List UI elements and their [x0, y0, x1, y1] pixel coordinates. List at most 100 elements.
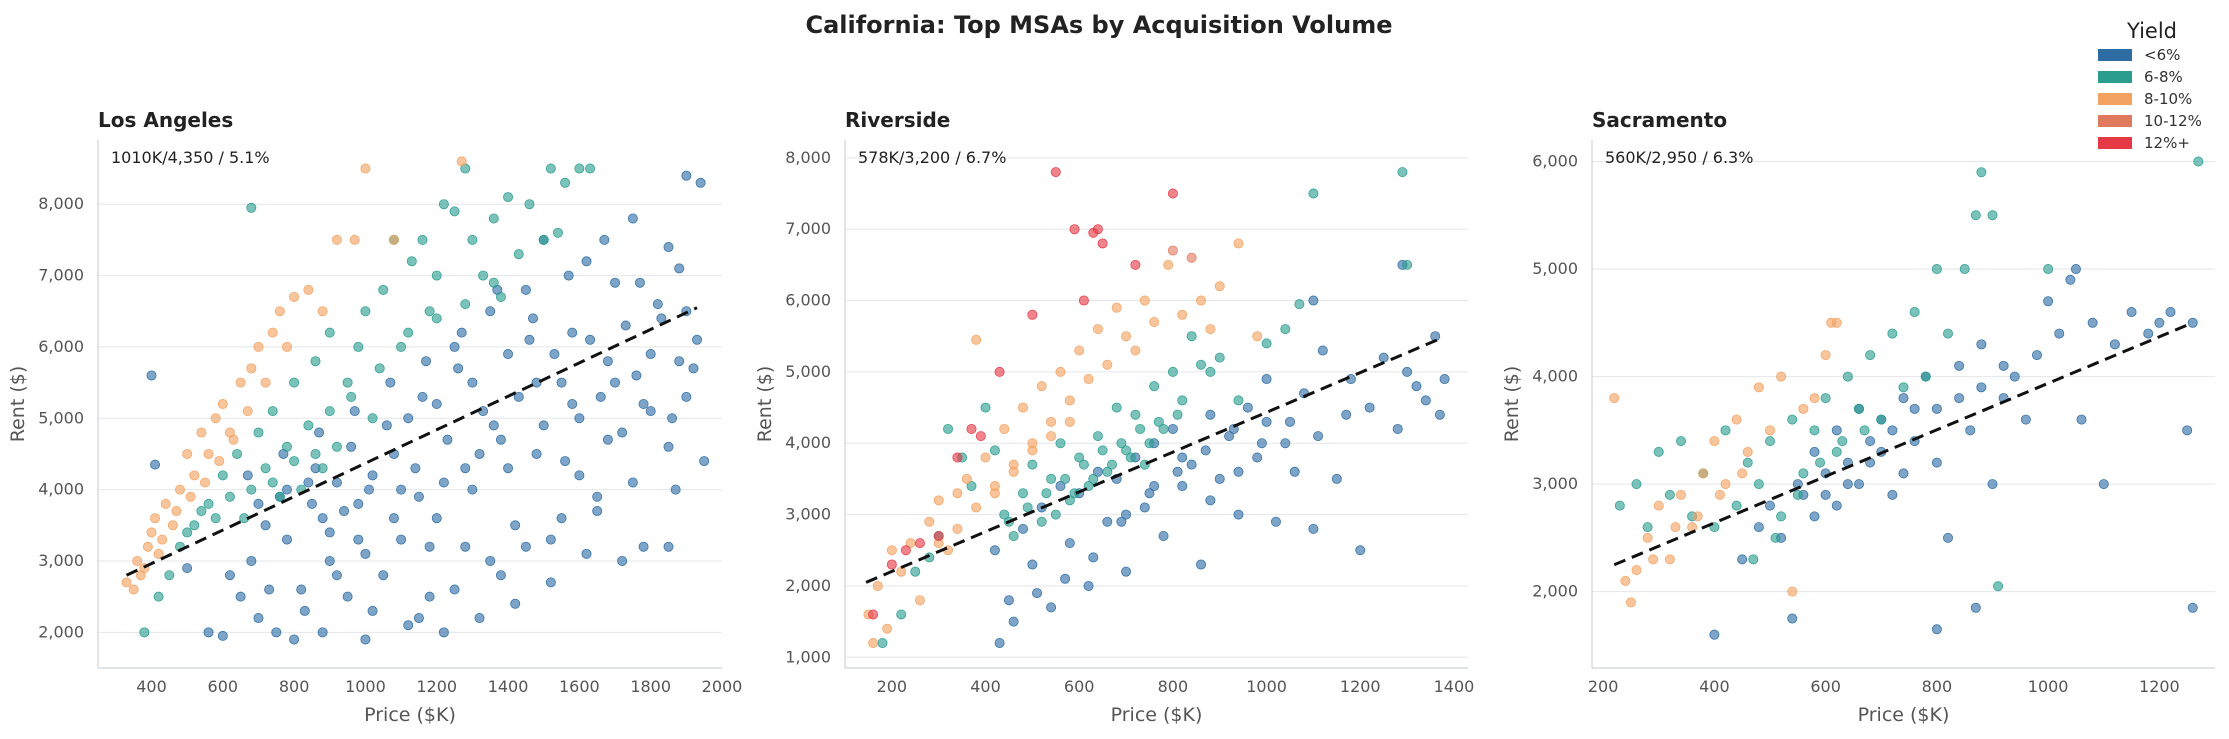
data-point [1167, 423, 1178, 434]
data-point [674, 263, 685, 274]
data-point [513, 391, 524, 402]
data-point [132, 555, 143, 566]
data-point [617, 555, 628, 566]
data-point [360, 548, 371, 559]
data-point [524, 334, 535, 345]
series-6-8% [1614, 156, 2204, 592]
data-point [449, 341, 460, 352]
data-point [1055, 438, 1066, 449]
data-point [1653, 500, 1664, 511]
data-point [1172, 466, 1183, 477]
data-point [242, 470, 253, 481]
data-point [1308, 523, 1319, 534]
data-point [1670, 522, 1681, 533]
legend-swatch-1 [2098, 71, 2132, 83]
data-point [1130, 259, 1141, 270]
data-point [1214, 352, 1225, 363]
data-point [1831, 425, 1842, 436]
data-point [331, 234, 342, 245]
x-tick-label: 1200 [2139, 677, 2180, 696]
y-axis-label: Rent ($) [754, 366, 776, 442]
data-point [1720, 479, 1731, 490]
data-point [585, 163, 596, 174]
data-point [1664, 554, 1675, 565]
series-12%+ [868, 167, 1178, 620]
data-point [2070, 264, 2081, 275]
data-point [1355, 545, 1366, 556]
data-point [952, 452, 963, 463]
data-point [1242, 402, 1253, 413]
data-point [1692, 511, 1703, 522]
data-point [933, 495, 944, 506]
data-point [1046, 602, 1057, 613]
data-point [886, 545, 897, 556]
panel-annotation: 1010K/4,350 / 5.1% [111, 148, 270, 167]
data-point [182, 448, 193, 459]
data-point [1402, 259, 1413, 270]
data-point [281, 484, 292, 495]
data-point [1954, 360, 1965, 371]
data-point [592, 506, 603, 517]
data-point [914, 538, 925, 549]
data-point [1642, 522, 1653, 533]
data-point [1976, 382, 1987, 393]
data-point [396, 484, 407, 495]
data-point [670, 484, 681, 495]
data-point [975, 431, 986, 442]
data-point [1642, 532, 1653, 543]
data-point [2043, 264, 2054, 275]
data-point [289, 634, 300, 645]
y-tick-label: 1,000 [785, 647, 831, 666]
data-point [989, 545, 1000, 556]
y-tick-label: 4,000 [1532, 367, 1578, 386]
data-point [182, 563, 193, 574]
data-point [1364, 402, 1375, 413]
data-point [396, 341, 407, 352]
data-point [214, 456, 225, 467]
data-point [378, 284, 389, 295]
data-point [1898, 468, 1909, 479]
data-point [1798, 403, 1809, 414]
data-point [599, 234, 610, 245]
data-point [868, 609, 879, 620]
legend-swatch-3 [2098, 115, 2132, 127]
data-point [360, 306, 371, 317]
data-point [467, 484, 478, 495]
data-point [1614, 500, 1625, 511]
data-point [2154, 317, 2165, 328]
data-point [388, 513, 399, 524]
data-point [638, 541, 649, 552]
legend-swatch-0 [2098, 49, 2132, 61]
data-point [1036, 381, 1047, 392]
data-point [1111, 402, 1122, 413]
data-point [196, 506, 207, 517]
data-point [1008, 531, 1019, 542]
data-point [1820, 350, 1831, 361]
data-point [449, 206, 460, 217]
data-point [1092, 224, 1103, 235]
data-point [217, 470, 228, 481]
data-point [1920, 371, 1931, 382]
data-point [150, 459, 161, 470]
data-point [1036, 516, 1047, 527]
data-point [1842, 371, 1853, 382]
data-point [1097, 238, 1108, 249]
data-point [1308, 295, 1319, 306]
data-point [531, 448, 542, 459]
data-point [2065, 274, 2076, 285]
data-point [1809, 511, 1820, 522]
data-point [185, 491, 196, 502]
data-point [175, 484, 186, 495]
data-point [1313, 431, 1324, 442]
data-point [488, 213, 499, 224]
data-point [1032, 588, 1043, 599]
data-point [1022, 502, 1033, 513]
data-point [1854, 403, 1865, 414]
data-point [1709, 629, 1720, 640]
data-point [153, 591, 164, 602]
y-tick-label: 8,000 [38, 194, 84, 213]
data-point [1931, 403, 1942, 414]
data-point [2076, 414, 2087, 425]
data-point [488, 420, 499, 431]
data-point [203, 498, 214, 509]
